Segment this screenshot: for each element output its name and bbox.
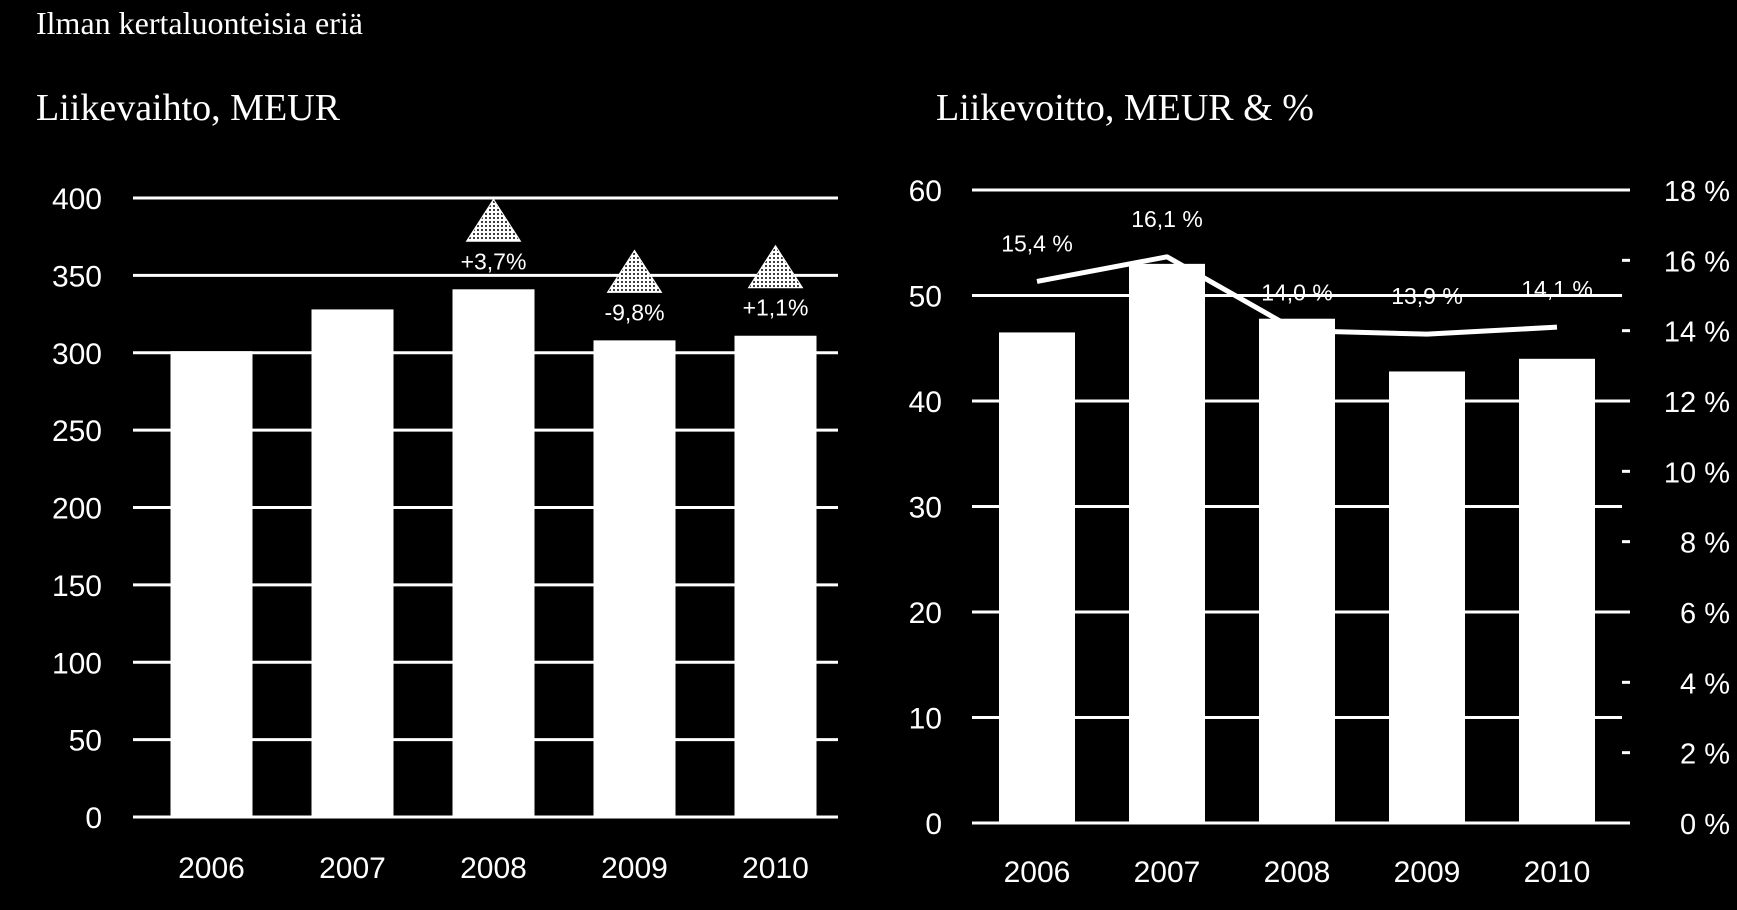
secondary-y-tick-label: 8 %: [1680, 528, 1730, 560]
secondary-y-tick-label: 16 %: [1664, 246, 1730, 278]
margin-data-label: 13,9 %: [1391, 283, 1463, 309]
secondary-y-tick-label: 14 %: [1664, 317, 1730, 349]
margin-data-label: 14,1 %: [1521, 276, 1593, 302]
x-tick-label: 2009: [1394, 856, 1461, 889]
y-tick-label: 400: [52, 183, 102, 216]
x-tick-label: 2009: [601, 852, 668, 885]
x-tick-label: 2008: [460, 852, 527, 885]
bar: [999, 332, 1075, 823]
bar: [311, 309, 394, 817]
secondary-y-tick-label: 0 %: [1680, 809, 1730, 841]
revenue-chart-title: Liikevaihto, MEUR: [36, 87, 341, 129]
secondary-y-tick-label: 6 %: [1680, 598, 1730, 630]
y-tick-label: 20: [909, 597, 942, 630]
y-tick-label: 50: [909, 281, 942, 314]
bar: [1389, 371, 1465, 823]
secondary-y-tick-label: 10 %: [1664, 457, 1730, 489]
y-tick-label: 10: [909, 703, 942, 736]
x-tick-label: 2006: [178, 852, 245, 885]
margin-line: [1036, 254, 1558, 337]
x-tick-label: 2010: [1524, 856, 1591, 889]
y-tick-label: 250: [52, 415, 102, 448]
x-tick-label: 2008: [1264, 856, 1331, 889]
secondary-y-tick-label: 4 %: [1680, 668, 1730, 700]
x-tick-label: 2007: [1134, 856, 1201, 889]
y-tick-label: 0: [925, 808, 942, 841]
triangle-up-icon: [606, 249, 663, 293]
y-tick-label: 200: [52, 493, 102, 526]
secondary-y-tick-label: 12 %: [1664, 387, 1730, 419]
x-tick-label: 2010: [742, 852, 809, 885]
y-tick-label: 150: [52, 570, 102, 603]
growth-annotation: +3,7%: [461, 248, 527, 274]
y-tick-label: 60: [909, 175, 942, 208]
operating-profit-chart-title: Liikevoitto, MEUR & %: [936, 87, 1314, 129]
margin-data-label: 15,4 %: [1001, 230, 1073, 256]
bar: [1129, 263, 1205, 824]
growth-annotation: +1,1%: [743, 295, 809, 321]
secondary-y-tick-label: 2 %: [1680, 739, 1730, 771]
operating-profit-chart: Liikevoitto, MEUR & % 0 10 20 30 40 50 60 0 % 2 %…: [909, 87, 1730, 889]
page-header: Ilman kertaluonteisia eriä: [36, 5, 363, 41]
bar: [1259, 318, 1335, 823]
triangle-up-icon: [465, 198, 522, 242]
secondary-y-tick-label: 18 %: [1664, 176, 1730, 208]
bar: [170, 351, 253, 817]
bar: [593, 340, 676, 817]
triangle-up-icon: [747, 244, 804, 289]
margin-data-label: 14,0 %: [1261, 280, 1333, 306]
y-tick-label: 300: [52, 338, 102, 371]
y-tick-label: 50: [69, 725, 102, 758]
revenue-chart: Liikevaihto, MEUR 0 50 100 150 200 250 300 350 40…: [36, 87, 838, 885]
growth-annotation: -9,8%: [604, 299, 664, 325]
y-tick-label: 350: [52, 260, 102, 293]
bar: [734, 335, 817, 817]
y-tick-label: 30: [909, 492, 942, 525]
y-tick-label: 100: [52, 647, 102, 680]
y-tick-label: 0: [85, 802, 102, 835]
x-tick-label: 2006: [1004, 856, 1071, 889]
margin-data-label: 16,1 %: [1131, 206, 1203, 232]
x-tick-label: 2007: [319, 852, 386, 885]
y-tick-label: 40: [909, 386, 942, 419]
bar: [1519, 358, 1595, 823]
bar: [452, 289, 535, 817]
